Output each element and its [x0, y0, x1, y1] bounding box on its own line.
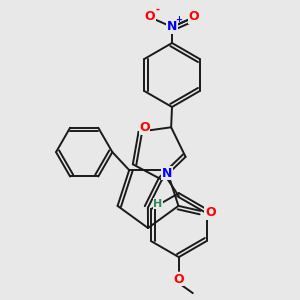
Text: O: O	[205, 206, 216, 219]
Text: O: O	[173, 273, 184, 286]
Text: O: O	[139, 122, 150, 134]
Text: O: O	[189, 11, 199, 23]
Text: O: O	[145, 11, 155, 23]
Text: N: N	[162, 167, 172, 180]
Text: -: -	[155, 5, 159, 15]
Text: N: N	[167, 20, 177, 34]
Text: +: +	[176, 14, 182, 23]
Text: H: H	[153, 199, 163, 209]
